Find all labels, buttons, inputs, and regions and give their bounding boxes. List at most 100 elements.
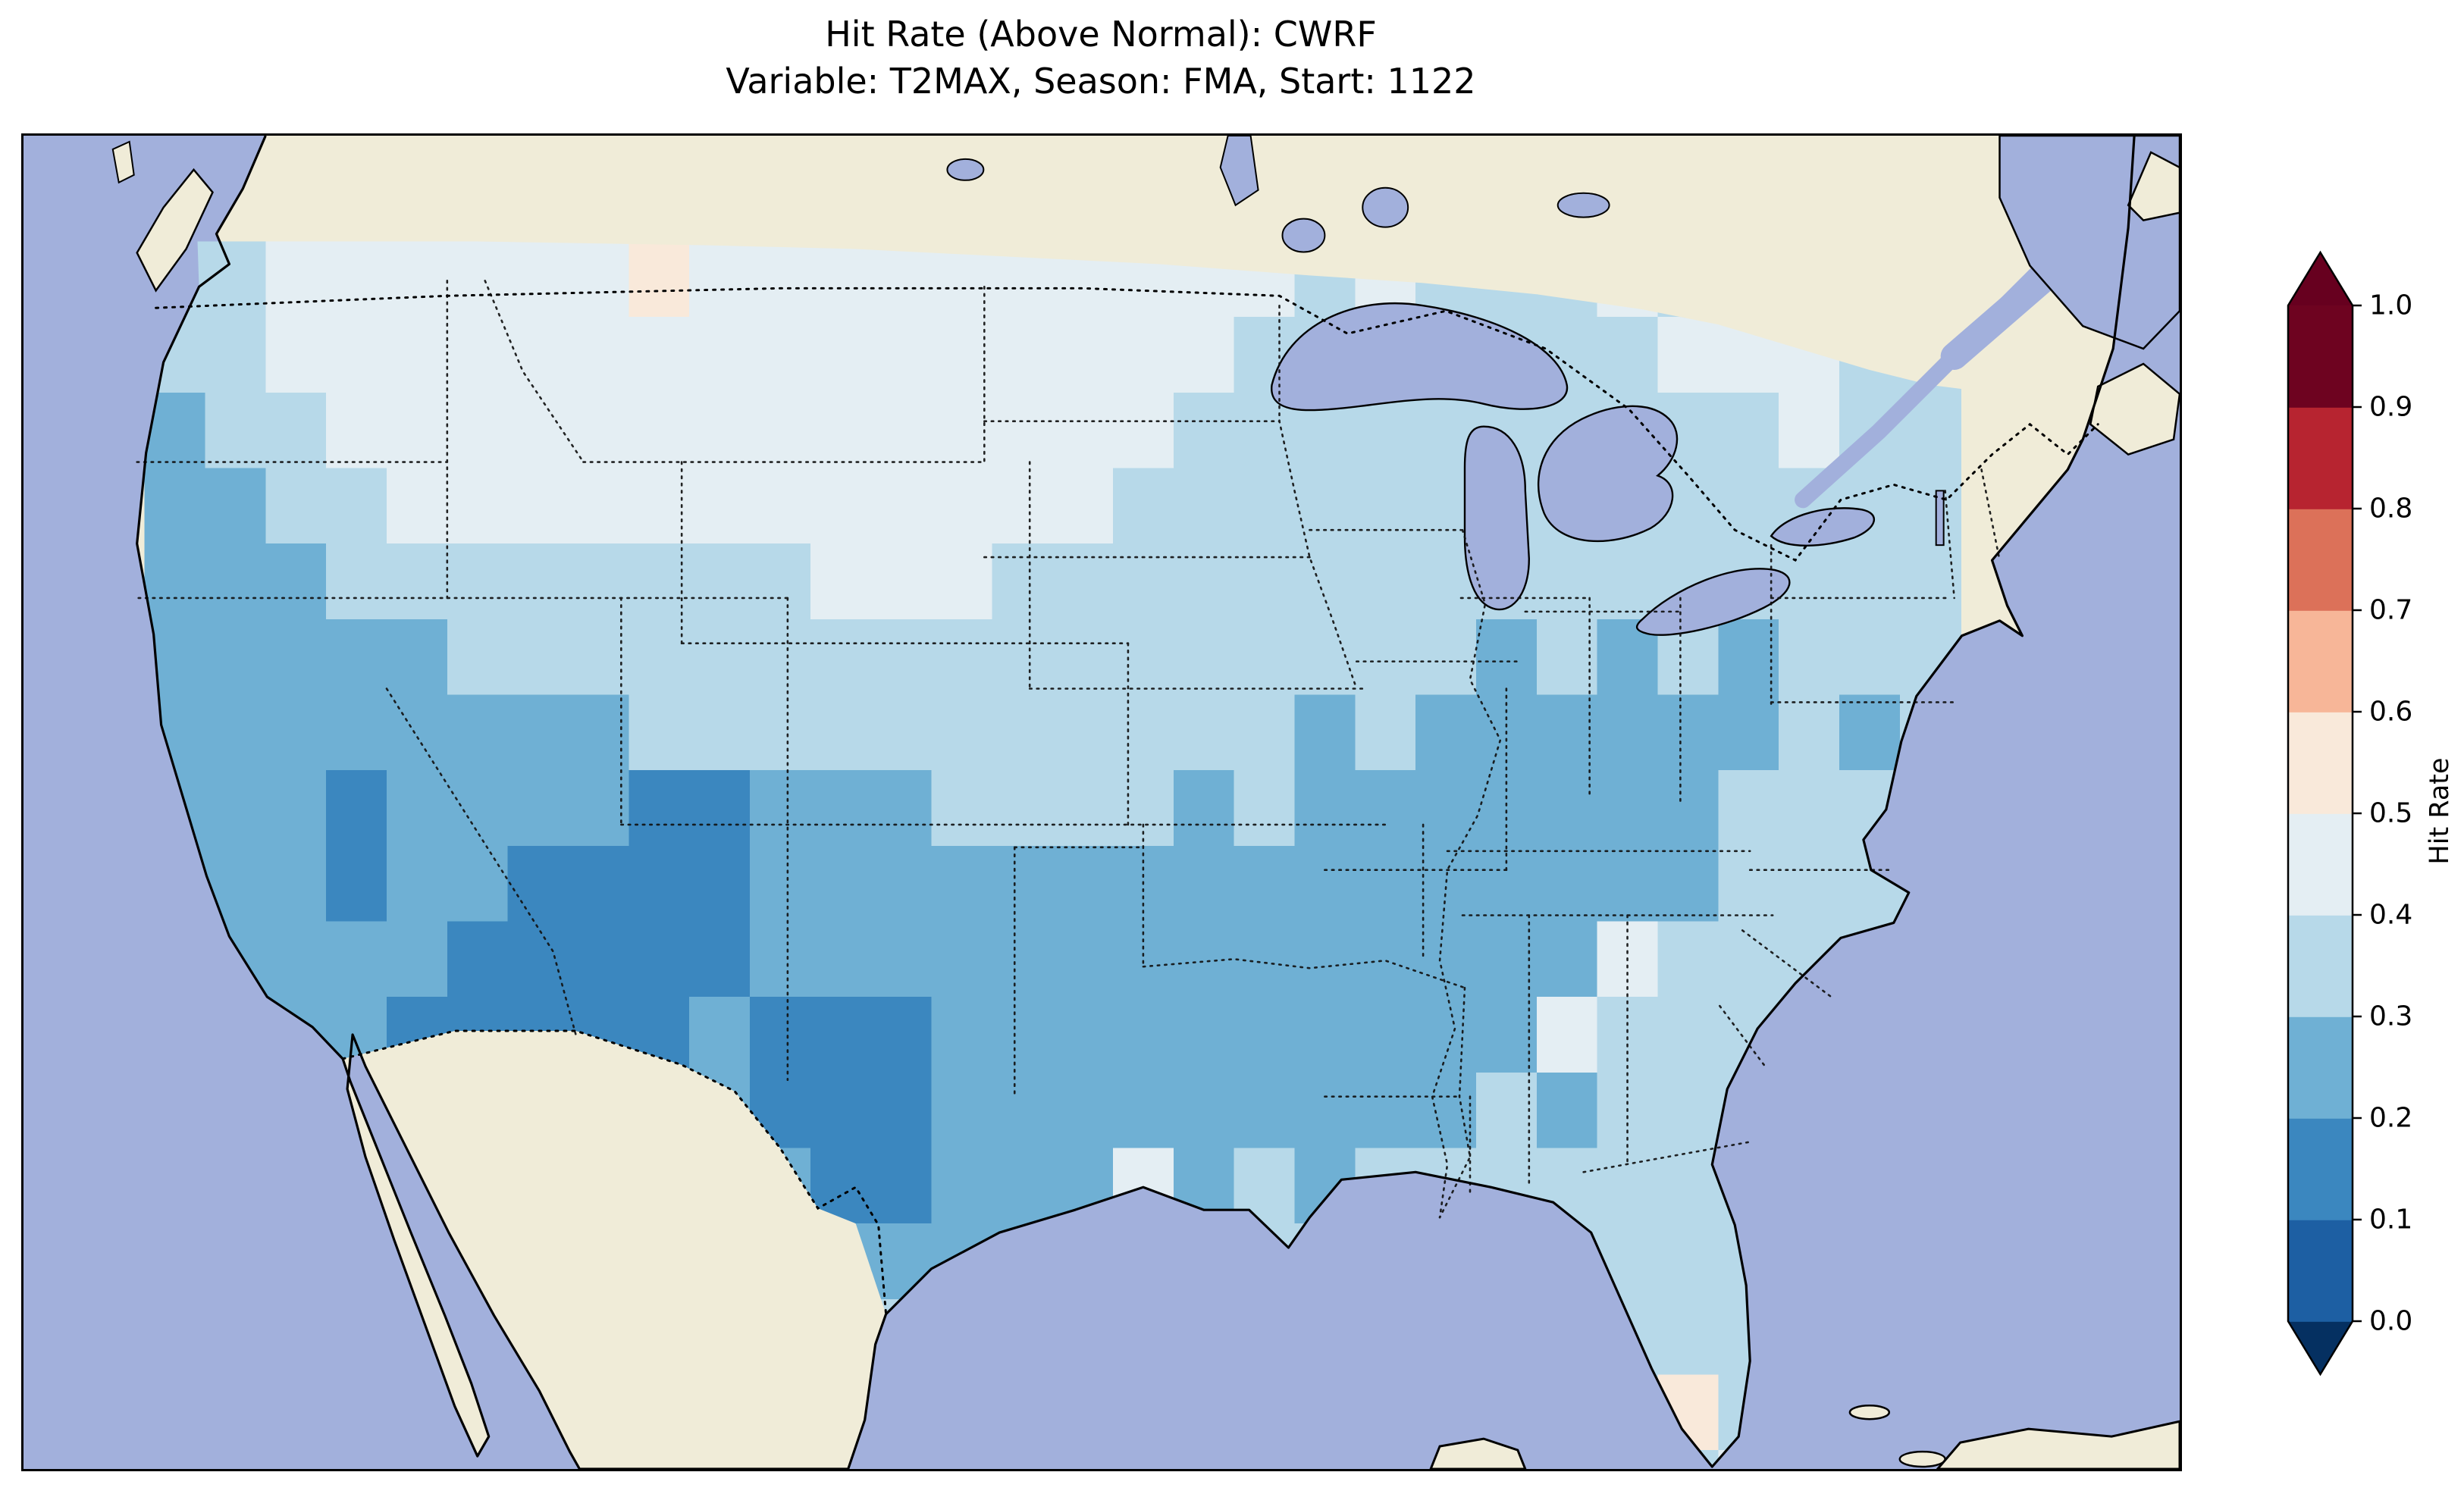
colorbar: 1.0 0.9 0.8 0.7 0.6 0.5 0.4 0.3 0.2 0.1 0.0 (2281, 249, 2464, 1378)
grid-cell (507, 694, 569, 772)
colorbar-over-triangle (2288, 252, 2353, 305)
grid-cell (568, 543, 630, 621)
grid-cell (144, 543, 206, 621)
grid-cell (1475, 1072, 1538, 1149)
grid-cell (992, 997, 1054, 1074)
grid-cell (205, 317, 267, 394)
grid-cell (1052, 997, 1114, 1074)
grid-cell (1112, 468, 1175, 545)
grid-cell (749, 241, 812, 318)
colorbar-segment (2288, 610, 2353, 713)
grid-cell (265, 619, 328, 696)
grid-cell (689, 845, 751, 922)
grid-cell (689, 392, 751, 469)
grid-cell (1052, 694, 1114, 772)
grid-cell (1718, 468, 1780, 545)
colorbar-tick-label: 0.0 (2369, 1306, 2412, 1337)
lake-nipigon (1362, 186, 1409, 228)
lake-huron (1538, 405, 1679, 543)
colorbar-segment (2288, 712, 2353, 814)
grid-cell (810, 1072, 873, 1149)
grid-cell (1657, 317, 1719, 394)
grid-cell (810, 694, 873, 772)
grid-cell (1899, 468, 1962, 545)
lakes (946, 136, 2180, 636)
grid-cell (568, 468, 630, 545)
grid-cell (870, 543, 933, 621)
grid-cell (1657, 921, 1719, 998)
lake-michigan (1463, 425, 1531, 611)
grid-cell (749, 543, 812, 621)
grid-cell (1294, 997, 1356, 1074)
grid-cell (1415, 1072, 1478, 1149)
colorbar-tick-label: 0.8 (2369, 493, 2412, 525)
grid-cell (1657, 694, 1719, 772)
lake-of-the-woods (1281, 218, 1326, 253)
grid-cell (992, 694, 1054, 772)
grid-cell (870, 392, 933, 469)
grid-cell (265, 845, 328, 922)
grid-cell (1355, 845, 1417, 922)
colorbar-svg: 1.0 0.9 0.8 0.7 0.6 0.5 0.4 0.3 0.2 0.1 0.0 (2287, 250, 2412, 1377)
grid-cell (326, 921, 388, 998)
grid-cell (870, 317, 933, 394)
us-mexico-border (341, 1029, 888, 1316)
lake-superior (1271, 302, 1569, 412)
grid-cell (1052, 921, 1114, 998)
grid-cell (1718, 921, 1780, 998)
grid-cell (1657, 1223, 1719, 1301)
grid-cell (992, 770, 1054, 847)
grid-cell (447, 241, 509, 318)
grid-cell (144, 468, 206, 545)
grid-cell (931, 1072, 993, 1149)
grid-cell (931, 468, 993, 545)
grid-cell (1052, 468, 1114, 545)
grid-cell (749, 845, 812, 922)
grid-cell (1112, 619, 1175, 696)
grid-cell (507, 241, 569, 318)
grid-cell (507, 543, 569, 621)
lake-winnipeg (1219, 136, 1259, 207)
grid-cell (870, 845, 933, 922)
grid-cell (1234, 543, 1296, 621)
grid-cell (265, 694, 328, 772)
grid-cell (568, 845, 630, 922)
grid-cell (265, 921, 328, 998)
grid-cell (689, 317, 751, 394)
grid-cell (1234, 694, 1296, 772)
grid-cell (1052, 543, 1114, 621)
grid-cell (1294, 770, 1356, 847)
grid-cell (1839, 543, 1901, 621)
grid-cell (447, 845, 509, 922)
colorbar-tick-label: 0.5 (2369, 798, 2412, 829)
grid-cell (568, 241, 630, 318)
grid-cell (931, 1148, 993, 1225)
grid-cell (447, 543, 509, 621)
grid-cell (1597, 543, 1659, 621)
grid-cell (1597, 694, 1659, 772)
grid-cell (205, 468, 267, 545)
grid-cell (1294, 468, 1356, 545)
grid-cell (931, 619, 993, 696)
canadian-lake-small (946, 158, 985, 181)
grid-cell (1173, 619, 1236, 696)
grid-cell (810, 770, 873, 847)
grid-cell (629, 392, 691, 469)
grid-cell (1536, 694, 1599, 772)
grid-cell (870, 1148, 933, 1225)
grid-cell (1415, 694, 1478, 772)
grid-cell (1718, 694, 1780, 772)
grid-cell (1475, 845, 1538, 922)
grid-cell (568, 770, 630, 847)
grid-cell (810, 392, 873, 469)
grid-cell (568, 921, 630, 998)
grid-cell (1536, 1072, 1599, 1149)
colorbar-segment (2288, 1220, 2353, 1322)
grid-cell (749, 392, 812, 469)
grid-cell (1234, 1072, 1296, 1149)
grid-cell (1657, 997, 1719, 1074)
colorbar-segment (2288, 509, 2353, 611)
grid-cell (1173, 694, 1236, 772)
grid-cell (689, 468, 751, 545)
grid-cell (1355, 1072, 1417, 1149)
